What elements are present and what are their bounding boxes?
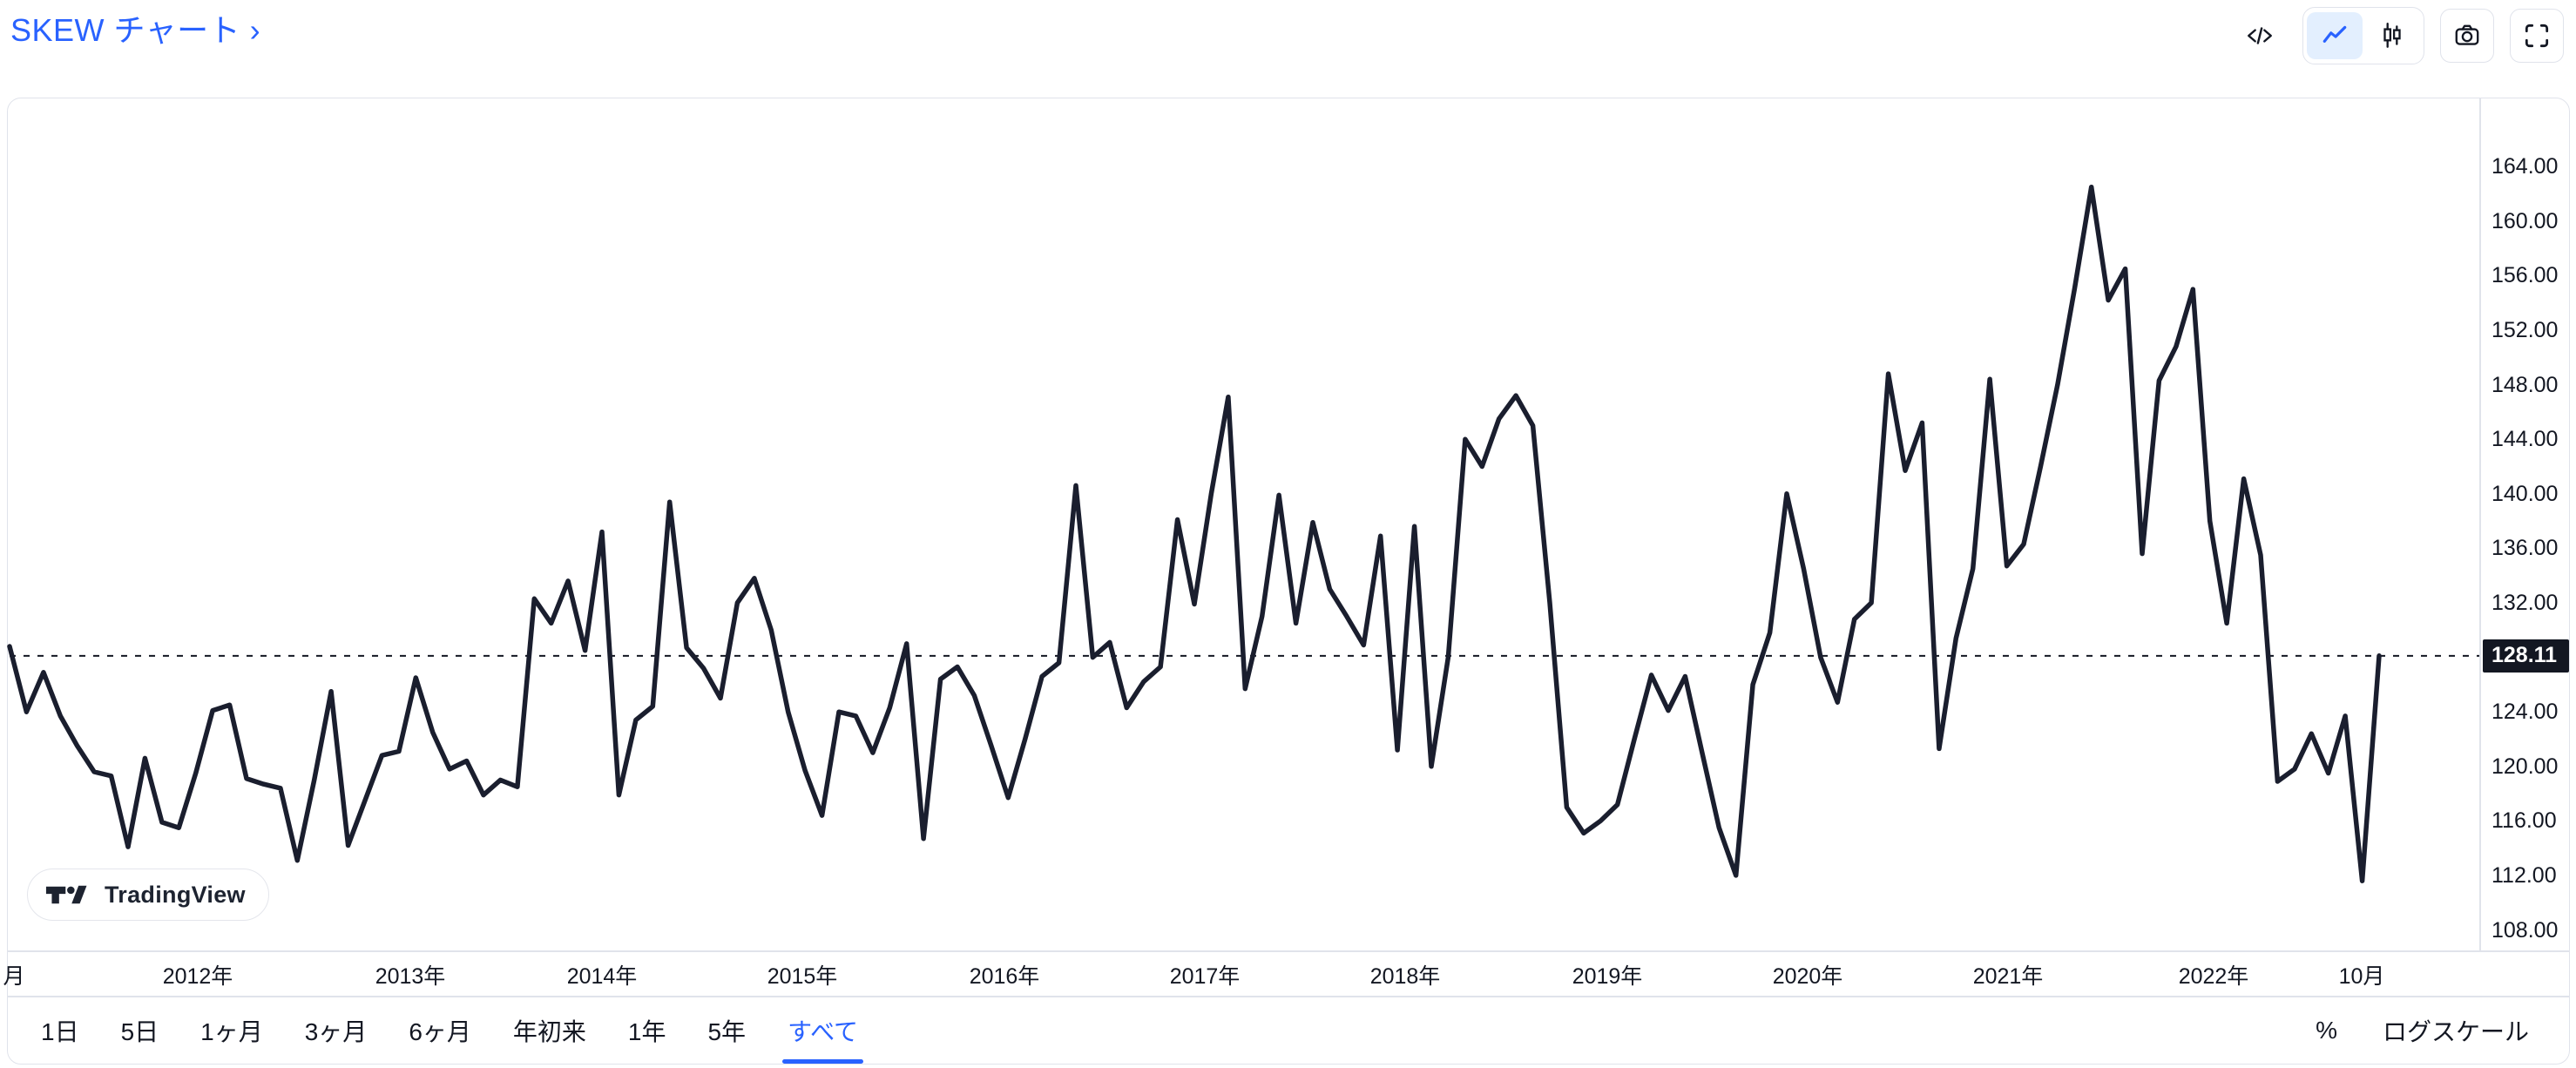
y-axis-label: 124.00 xyxy=(2491,700,2559,725)
candlestick-icon xyxy=(2383,23,2401,48)
fullscreen-icon xyxy=(2525,24,2549,48)
tradingview-label: TradingView xyxy=(105,881,246,908)
log-scale-button[interactable]: ログスケール xyxy=(2382,1018,2529,1045)
y-axis-label: 132.00 xyxy=(2491,590,2559,615)
scale-options: % ログスケール xyxy=(2316,1013,2569,1048)
y-axis-label: 140.00 xyxy=(2491,481,2559,506)
x-axis-label: 2017年 xyxy=(1169,964,1241,989)
range-button-5年[interactable]: 5年 xyxy=(707,1018,747,1045)
range-button-年初来[interactable]: 年初来 xyxy=(512,1018,586,1045)
camera-icon xyxy=(2455,24,2479,45)
symbol-title-link[interactable]: SKEW チャート › xyxy=(10,12,261,48)
y-axis-label: 148.00 xyxy=(2491,372,2559,397)
x-axis-label: 2022年 xyxy=(2178,964,2249,989)
x-axis-label: 2013年 xyxy=(375,964,446,989)
line-chart-icon xyxy=(2322,25,2347,43)
x-axis-label: 2021年 xyxy=(1972,964,2044,989)
x-axis-label: 2019年 xyxy=(1572,964,1643,989)
y-axis-label: 156.00 xyxy=(2491,263,2559,288)
range-button-1ヶ月[interactable]: 1ヶ月 xyxy=(200,1018,263,1045)
range-button-1年[interactable]: 1年 xyxy=(627,1018,666,1045)
y-axis-label: 164.00 xyxy=(2491,154,2559,179)
embed-code-button[interactable] xyxy=(2233,9,2287,63)
candlestick-style-button[interactable] xyxy=(2364,12,2420,59)
chart-card: 128.11 164.00 160.00 156.00 152.00 148.00 144… xyxy=(3,98,2570,1065)
y-axis-label: 136.00 xyxy=(2491,536,2559,561)
x-axis-label: 2012年 xyxy=(162,964,233,989)
range-button-5日[interactable]: 5日 xyxy=(120,1018,159,1045)
tradingview-logo-icon xyxy=(45,885,87,904)
x-axis-label: 10月 xyxy=(2338,964,2385,989)
range-button-1日[interactable]: 1日 xyxy=(41,1018,79,1045)
time-axis-separator xyxy=(8,950,2569,952)
price-line xyxy=(7,184,2382,883)
last-price-badge: 128.11 xyxy=(2483,639,2569,673)
price-axis[interactable]: 128.11 164.00 160.00 156.00 152.00 148.00 144… xyxy=(2481,98,2569,950)
y-axis-label: 108.00 xyxy=(2491,917,2559,943)
header-buttons xyxy=(2233,7,2564,64)
fullscreen-button[interactable] xyxy=(2510,9,2564,63)
range-toolbar: 1日 5日 1ヶ月 3ヶ月 6ヶ月 年初来 1年 5年 すべて % ログスケール xyxy=(8,997,2569,1065)
y-axis-label: 144.00 xyxy=(2491,427,2559,452)
percent-scale-button[interactable]: % xyxy=(2316,1017,2337,1044)
range-button-6ヶ月[interactable]: 6ヶ月 xyxy=(409,1018,471,1045)
range-button-すべて[interactable]: すべて xyxy=(782,1004,863,1064)
toolbar-separator xyxy=(8,996,2569,997)
line-style-button[interactable] xyxy=(2307,12,2363,59)
x-axis-label: 2016年 xyxy=(969,964,1040,989)
range-buttons: 1日 5日 1ヶ月 3ヶ月 6ヶ月 年初来 1年 5年 すべて xyxy=(8,1004,863,1064)
tradingview-attribution[interactable]: TradingView xyxy=(27,869,269,921)
price-axis-separator xyxy=(2479,98,2481,950)
x-axis-label: 2014年 xyxy=(566,964,638,989)
x-axis-label: 2018年 xyxy=(1369,964,1441,989)
snapshot-button[interactable] xyxy=(2440,9,2494,63)
y-axis-label: 120.00 xyxy=(2491,754,2559,779)
y-axis-label: 112.00 xyxy=(2491,862,2557,888)
y-axis-label: 116.00 xyxy=(2491,808,2557,834)
embed-code-icon xyxy=(2248,27,2272,44)
x-axis-label: 2020年 xyxy=(1772,964,1843,989)
time-axis[interactable]: 月 2012年 2013年 2014年 2015年 2016年 2017年 2018年 2019… xyxy=(3,952,2479,996)
y-axis-label: 152.00 xyxy=(2491,318,2559,343)
x-axis-label: 月 xyxy=(3,964,25,989)
last-price-value: 128.11 xyxy=(2491,643,2558,668)
range-button-3ヶ月[interactable]: 3ヶ月 xyxy=(304,1018,368,1045)
chart-style-toggle xyxy=(2302,7,2424,64)
widget-header: SKEW チャート › xyxy=(0,0,2576,87)
x-axis-label: 2015年 xyxy=(767,964,838,989)
y-axis-label: 160.00 xyxy=(2491,208,2559,233)
